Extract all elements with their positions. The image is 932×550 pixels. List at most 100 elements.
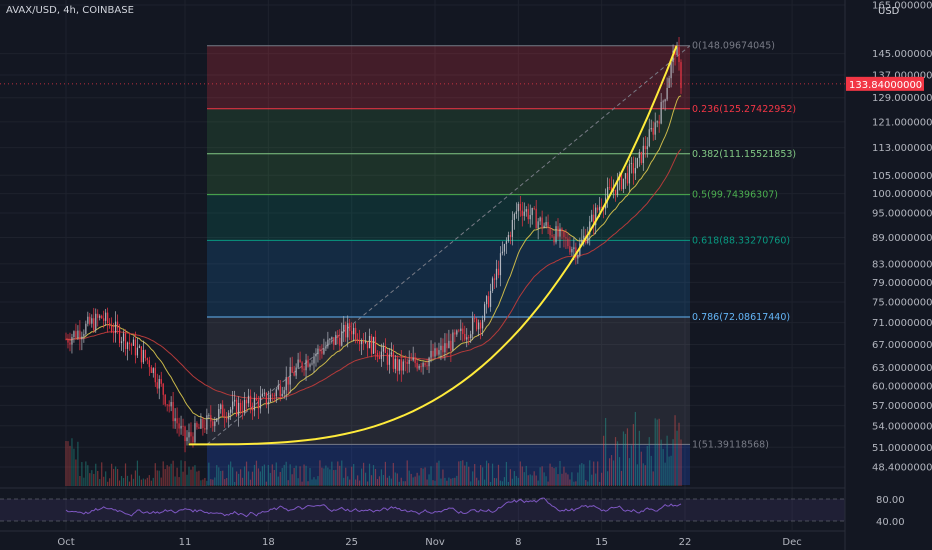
fib-retracement[interactable]: 0(148.09674045) 0.236(125.27422952) 0.382(… xyxy=(206,41,796,485)
volume-bar xyxy=(364,472,367,486)
volume-bar xyxy=(138,475,141,486)
candle-body xyxy=(122,333,125,342)
volume-bar xyxy=(404,481,406,486)
candle-body xyxy=(257,400,260,409)
volume-bar xyxy=(454,477,456,486)
volume-bar xyxy=(140,479,142,486)
candle-body xyxy=(180,425,182,429)
parabolic-curve[interactable] xyxy=(188,45,678,446)
candle-body xyxy=(158,379,160,389)
volume-bar xyxy=(283,464,285,486)
volume-bar xyxy=(487,463,490,486)
candle-body xyxy=(313,356,315,364)
candle-body xyxy=(261,393,264,397)
candle-body xyxy=(583,235,585,240)
candle-body xyxy=(503,244,506,252)
candle-body xyxy=(376,353,379,357)
candle-body xyxy=(368,336,371,349)
volume-bar xyxy=(317,476,319,486)
volume-bar xyxy=(561,473,563,486)
candle-body xyxy=(444,343,446,353)
volume-bar xyxy=(287,480,289,486)
volume-bar xyxy=(309,467,311,486)
candle-body xyxy=(295,367,297,376)
fib-band xyxy=(207,444,690,485)
trend-line[interactable] xyxy=(206,45,691,445)
volume-bar xyxy=(120,476,123,486)
candle-body xyxy=(168,404,170,407)
price-tick-label: 95.00000000 xyxy=(872,208,932,219)
candle-body xyxy=(255,398,258,401)
candle-body xyxy=(234,399,236,402)
candle-body xyxy=(247,395,250,404)
volume-bar xyxy=(130,474,133,486)
volume-bar xyxy=(178,477,180,486)
volume-bar xyxy=(434,480,436,486)
volume-bar xyxy=(204,477,206,486)
volume-bar xyxy=(618,457,621,486)
candle-body xyxy=(466,337,468,340)
volume-bar xyxy=(406,460,408,486)
candle-body xyxy=(616,179,619,196)
volume-bar xyxy=(658,418,660,486)
volume-bar xyxy=(424,467,426,486)
time-axis[interactable]: Oct 11 18 25 Nov 8 15 22 Dec xyxy=(0,530,845,548)
volume-bar xyxy=(259,471,262,486)
volume-bar xyxy=(113,468,115,486)
volume-bar xyxy=(224,479,226,486)
price-tick-label: 83.00000000 xyxy=(872,259,932,270)
candle-body xyxy=(509,234,511,237)
volume-bar xyxy=(85,461,87,486)
rsi-line xyxy=(65,497,682,518)
volume-bar xyxy=(626,428,629,486)
candle-body xyxy=(273,395,275,397)
candle-body xyxy=(505,241,508,245)
volume-bar xyxy=(200,480,202,486)
volume-bar xyxy=(656,419,658,486)
candle-body xyxy=(656,121,658,123)
volume-bar xyxy=(134,470,137,486)
candle-body xyxy=(206,415,208,430)
volume-bar xyxy=(168,466,170,486)
volume-bar xyxy=(513,471,515,486)
candle-body xyxy=(333,337,335,345)
volume-bar xyxy=(495,478,498,486)
candlesticks xyxy=(65,36,682,453)
candle-body xyxy=(69,342,71,345)
candle-body xyxy=(359,340,361,345)
volume-bar xyxy=(390,478,392,486)
candle-body xyxy=(77,330,79,338)
candle-body xyxy=(676,47,678,56)
volume-bar xyxy=(378,476,381,486)
volume-bar xyxy=(148,475,150,486)
volume-bar xyxy=(640,451,642,486)
volume-bar xyxy=(557,474,559,486)
candle-body xyxy=(111,325,113,332)
candle-body xyxy=(87,316,89,324)
candle-body xyxy=(67,339,69,343)
candle-body xyxy=(630,163,633,164)
volume-bar xyxy=(77,441,79,486)
volume-bar xyxy=(251,471,254,486)
volume-bar xyxy=(212,479,214,486)
candle-body xyxy=(565,237,567,239)
volume-bar xyxy=(291,474,293,486)
candle-body xyxy=(448,340,450,349)
current-price-tag[interactable] xyxy=(846,76,924,91)
volume-bar xyxy=(156,470,158,486)
candle-body xyxy=(480,322,482,329)
price-tick-label: 105.00000000 xyxy=(872,171,932,182)
parabolic-curve-line[interactable] xyxy=(188,45,678,446)
candle-body xyxy=(499,253,502,276)
candle-body xyxy=(97,313,99,318)
volume-bar xyxy=(668,456,670,486)
volume-bar xyxy=(674,415,676,486)
volume-bar xyxy=(638,430,640,486)
volume-bar xyxy=(545,476,547,486)
candle-body xyxy=(118,327,121,344)
volume-bar xyxy=(174,476,176,486)
volume-bar xyxy=(65,441,67,486)
